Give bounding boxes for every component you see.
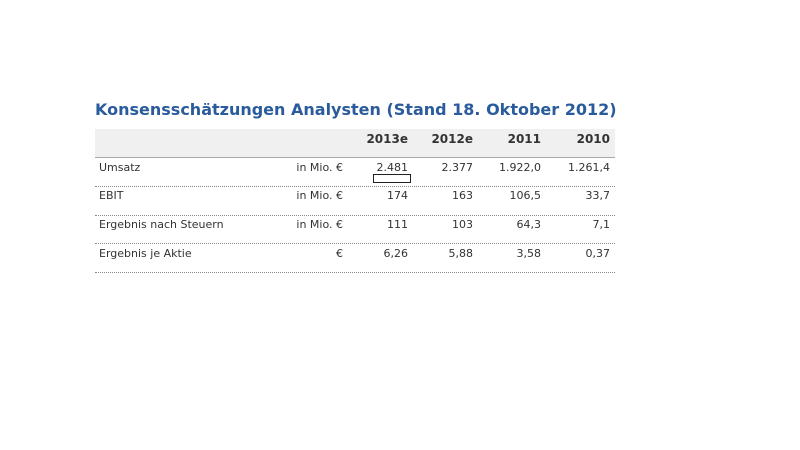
row-separator	[95, 272, 615, 273]
unit-label: €	[336, 247, 343, 260]
row-separator	[95, 186, 615, 187]
column-header: 2012e	[431, 132, 473, 146]
value-cell: 2.377	[441, 161, 474, 174]
value-cell: 2.481	[376, 161, 409, 174]
value-cell: 174	[387, 189, 408, 202]
value-cell: 7,1	[592, 218, 611, 231]
unit-label: in Mio. €	[296, 189, 343, 202]
column-header: 2011	[507, 132, 541, 146]
value-cell: 33,7	[585, 189, 611, 202]
value-cell: 1.922,0	[499, 161, 541, 174]
value-cell: 106,5	[509, 189, 542, 202]
column-header: 2013e	[366, 132, 408, 146]
value-cell: 3,58	[516, 247, 542, 260]
row-label: Ergebnis je Aktie	[99, 247, 192, 260]
row-label: EBIT	[99, 189, 124, 202]
value-cell: 111	[387, 218, 408, 231]
value-cell: 6,26	[383, 247, 409, 260]
value-cell: 5,88	[448, 247, 474, 260]
row-label: Umsatz	[99, 161, 141, 174]
value-cell: 1.261,4	[568, 161, 610, 174]
value-cell: 103	[452, 218, 473, 231]
row-separator	[95, 215, 615, 216]
row-label: Ergebnis nach Steuern	[99, 218, 224, 231]
table-title: Konsensschätzungen Analysten (Stand 18. …	[95, 100, 617, 119]
header-row	[95, 129, 615, 158]
row-separator	[95, 243, 615, 244]
unit-label: in Mio. €	[296, 161, 343, 174]
value-cell: 64,3	[516, 218, 542, 231]
value-cell: 0,37	[585, 247, 611, 260]
focus-outline	[373, 174, 411, 183]
value-cell: 163	[452, 189, 473, 202]
unit-label: in Mio. €	[296, 218, 343, 231]
column-header: 2010	[576, 132, 610, 146]
